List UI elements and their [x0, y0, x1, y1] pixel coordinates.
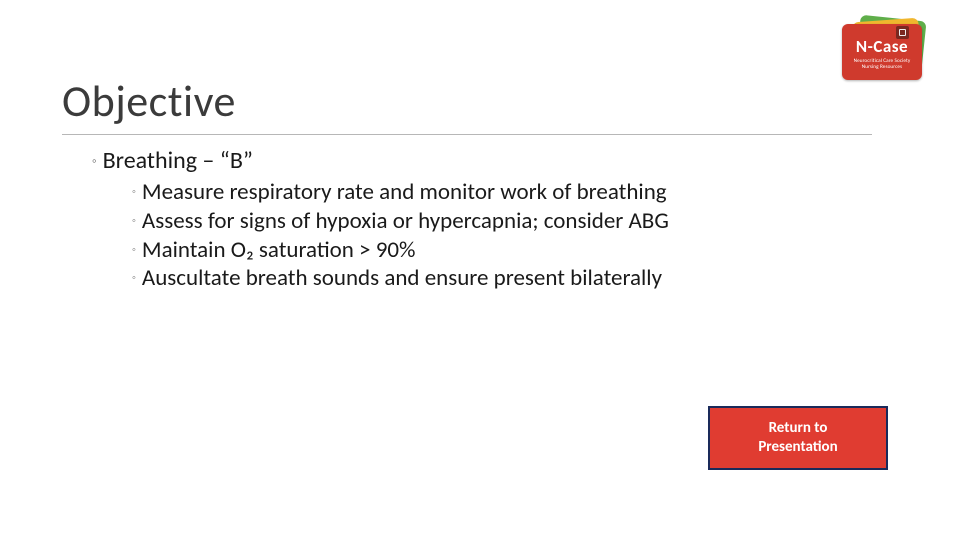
slide-title: Objective	[62, 74, 872, 128]
logo-card-red: N-Case Neurocritical Care Society Nursin…	[842, 24, 922, 80]
logo-subtext-2: Nursing Resources	[862, 64, 902, 70]
return-button-line2: Presentation	[758, 438, 837, 456]
level2-text: Assess for signs of hypoxia or hypercapn…	[142, 207, 669, 236]
bullet-level2: ◦ Assess for signs of hypoxia or hyperca…	[132, 207, 852, 236]
level1-text: Breathing – “B”	[103, 146, 253, 176]
level2-text: Measure respiratory rate and monitor wor…	[142, 178, 667, 207]
title-block: Objective	[62, 74, 872, 135]
bullet-level2: ◦ Maintain O₂ saturation > 90%	[132, 236, 852, 265]
bullet-marker: ◦	[132, 186, 136, 215]
title-rule	[62, 134, 872, 135]
bullet-level2: ◦ Measure respiratory rate and monitor w…	[132, 178, 852, 207]
return-to-presentation-button[interactable]: Return to Presentation	[708, 406, 888, 470]
slide: N-Case Neurocritical Care Society Nursin…	[0, 0, 960, 540]
return-button-label: Return to Presentation	[758, 419, 837, 457]
logo-brand-text: N-Case	[856, 36, 908, 57]
level2-text: Maintain O₂ saturation > 90%	[142, 236, 416, 265]
return-button-line1: Return to	[769, 419, 828, 437]
bullet-level2: ◦ Auscultate breath sounds and ensure pr…	[132, 264, 852, 293]
bullet-marker: ◦	[132, 244, 136, 273]
bullet-level1: ◦ Breathing – “B”	[92, 146, 852, 176]
logo-tag-icon	[896, 26, 909, 39]
content-body: ◦ Breathing – “B” ◦ Measure respiratory …	[92, 146, 852, 293]
bullet-marker: ◦	[132, 272, 136, 301]
level2-text: Auscultate breath sounds and ensure pres…	[142, 264, 662, 293]
bullet-marker: ◦	[92, 153, 97, 183]
bullet-marker: ◦	[132, 215, 136, 244]
